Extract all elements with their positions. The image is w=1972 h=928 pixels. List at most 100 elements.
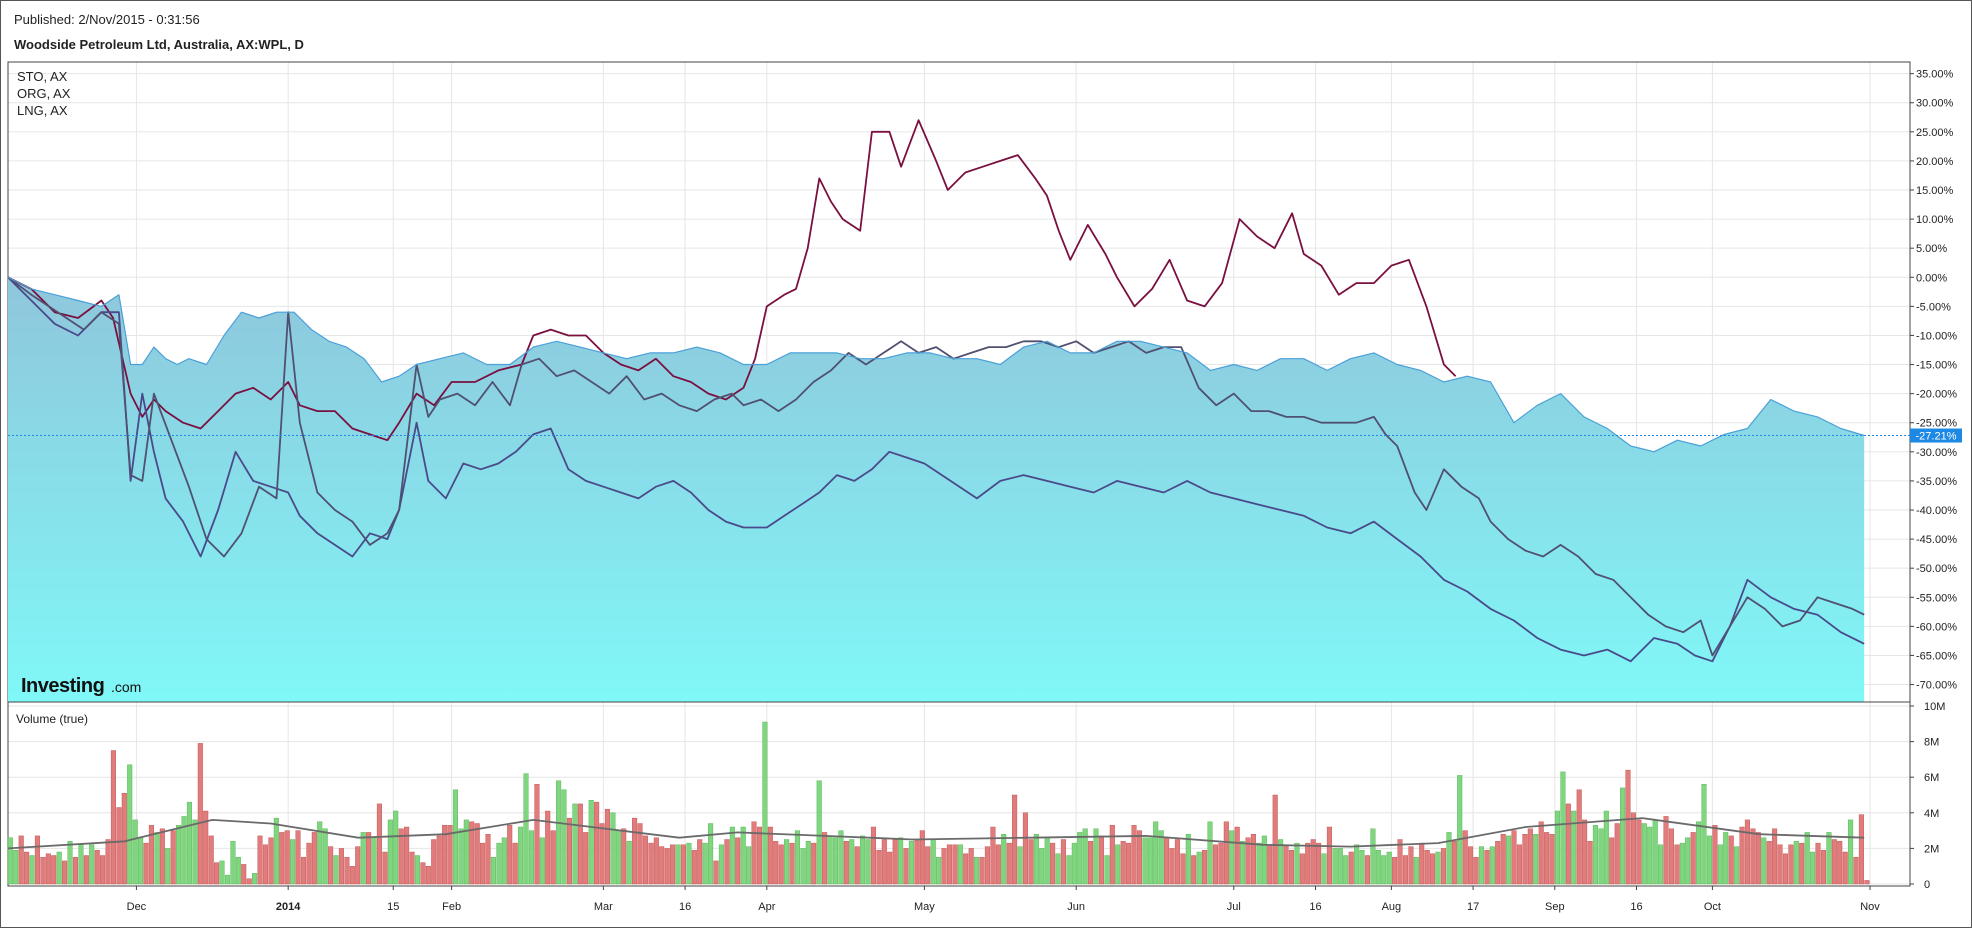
volume-bar xyxy=(311,832,317,885)
volume-bar xyxy=(632,817,638,885)
volume-bar xyxy=(328,846,334,885)
y-tick-label: -35.00% xyxy=(1916,476,1957,488)
volume-bar xyxy=(1207,821,1213,885)
volume-bar xyxy=(1136,830,1142,885)
volume-bar xyxy=(621,828,627,885)
volume-bar xyxy=(1191,855,1197,885)
volume-bar xyxy=(1229,830,1235,885)
volume-bar xyxy=(746,846,752,885)
volume-bar xyxy=(1158,830,1164,885)
volume-bar xyxy=(561,789,567,885)
volume-bar xyxy=(1495,841,1501,885)
y-tick-label: 0.00% xyxy=(1916,272,1947,284)
volume-bar xyxy=(1544,832,1550,885)
volume-bar xyxy=(1440,848,1446,885)
volume-bar xyxy=(1164,837,1170,885)
volume-bar xyxy=(881,839,887,885)
volume-bar xyxy=(1788,844,1794,885)
volume-bar xyxy=(1739,826,1745,885)
volume-bar xyxy=(1804,832,1810,885)
volume-bar xyxy=(1174,839,1180,885)
volume-bar xyxy=(615,830,621,885)
y-tick-label: -60.00% xyxy=(1916,621,1957,633)
volume-bar xyxy=(431,839,437,885)
sto-line xyxy=(7,119,1457,442)
volume-bar xyxy=(62,860,68,885)
lng-line xyxy=(7,276,1865,657)
volume-bar xyxy=(1337,848,1343,885)
volume-ma-line xyxy=(7,817,1865,850)
volume-bar xyxy=(642,835,648,885)
x-tick-label: 15 xyxy=(387,901,399,913)
x-tick-label: 16 xyxy=(1630,901,1642,913)
current-value-badge xyxy=(1910,428,1962,443)
x-tick-label: Jul xyxy=(1227,901,1241,913)
volume-bar xyxy=(1256,842,1262,885)
volume-bar xyxy=(1033,834,1039,885)
series-lines xyxy=(7,119,1865,663)
volume-bar xyxy=(1386,851,1392,885)
vol-y-tick-label: 2M xyxy=(1924,843,1939,855)
volume-bar xyxy=(404,826,410,885)
volume-bar xyxy=(860,835,866,885)
chart-title: Woodside Petroleum Ltd, Australia, AX:WP… xyxy=(14,37,304,52)
volume-bar xyxy=(528,830,534,885)
volume-bar xyxy=(800,848,806,885)
volume-bar xyxy=(1283,844,1289,885)
volume-bar xyxy=(990,826,996,885)
volume-bar xyxy=(1326,826,1332,885)
volume-bar xyxy=(1104,855,1110,885)
volume-bar xyxy=(355,846,361,885)
volume-bar xyxy=(452,789,458,885)
volume-bar xyxy=(1109,825,1115,885)
volume-bar xyxy=(1864,880,1870,885)
volume-bar xyxy=(159,828,165,885)
volume-bar xyxy=(1066,855,1072,885)
volume-bar xyxy=(186,801,192,885)
volume-bar xyxy=(599,823,605,885)
volume-bar xyxy=(811,842,817,885)
volume-bar xyxy=(181,816,187,885)
volume-bar xyxy=(1641,823,1647,885)
volume-bar xyxy=(1218,842,1224,885)
volume-bar xyxy=(903,848,909,885)
volume-bar xyxy=(56,851,62,885)
volume-bar xyxy=(208,835,214,885)
volume-bar xyxy=(1359,850,1365,885)
volume-bar xyxy=(116,807,122,885)
volume-bar xyxy=(1392,857,1398,885)
volume-bar xyxy=(1799,842,1805,885)
volume-bar xyxy=(1571,810,1577,885)
volume-bar xyxy=(235,857,241,885)
volume-bar xyxy=(262,844,268,885)
volume-bar xyxy=(832,837,838,885)
volume-bar xyxy=(1321,853,1327,885)
y-tick-label: -25.00% xyxy=(1916,418,1957,430)
volume-bar xyxy=(1723,832,1729,885)
volume-bar xyxy=(1402,855,1408,885)
volume-bar xyxy=(214,862,220,885)
volume-bar xyxy=(979,857,985,885)
org-line xyxy=(7,276,1865,663)
volume-bar xyxy=(1169,848,1175,885)
volume-bar xyxy=(224,874,230,885)
volume-bar xyxy=(1831,839,1837,885)
volume-bar xyxy=(1419,842,1425,885)
volume-bar xyxy=(1028,839,1034,885)
volume-bar xyxy=(545,810,551,885)
volume-bar xyxy=(610,812,616,885)
volume-bar xyxy=(637,823,643,885)
y-tick-label: 20.00% xyxy=(1916,156,1954,168)
volume-bar xyxy=(1272,794,1278,885)
volume-bar xyxy=(1088,841,1094,885)
volume-bar xyxy=(496,842,502,885)
vol-y-tick-label: 10M xyxy=(1924,701,1945,713)
volume-bar xyxy=(914,839,920,885)
volume-bar xyxy=(751,821,757,885)
volume-bar xyxy=(550,830,556,885)
volume-bar xyxy=(1636,819,1642,885)
volume-bar xyxy=(816,780,822,885)
volume-bar xyxy=(1533,834,1539,885)
volume-bar xyxy=(1299,853,1305,885)
volume-bar xyxy=(83,855,89,885)
